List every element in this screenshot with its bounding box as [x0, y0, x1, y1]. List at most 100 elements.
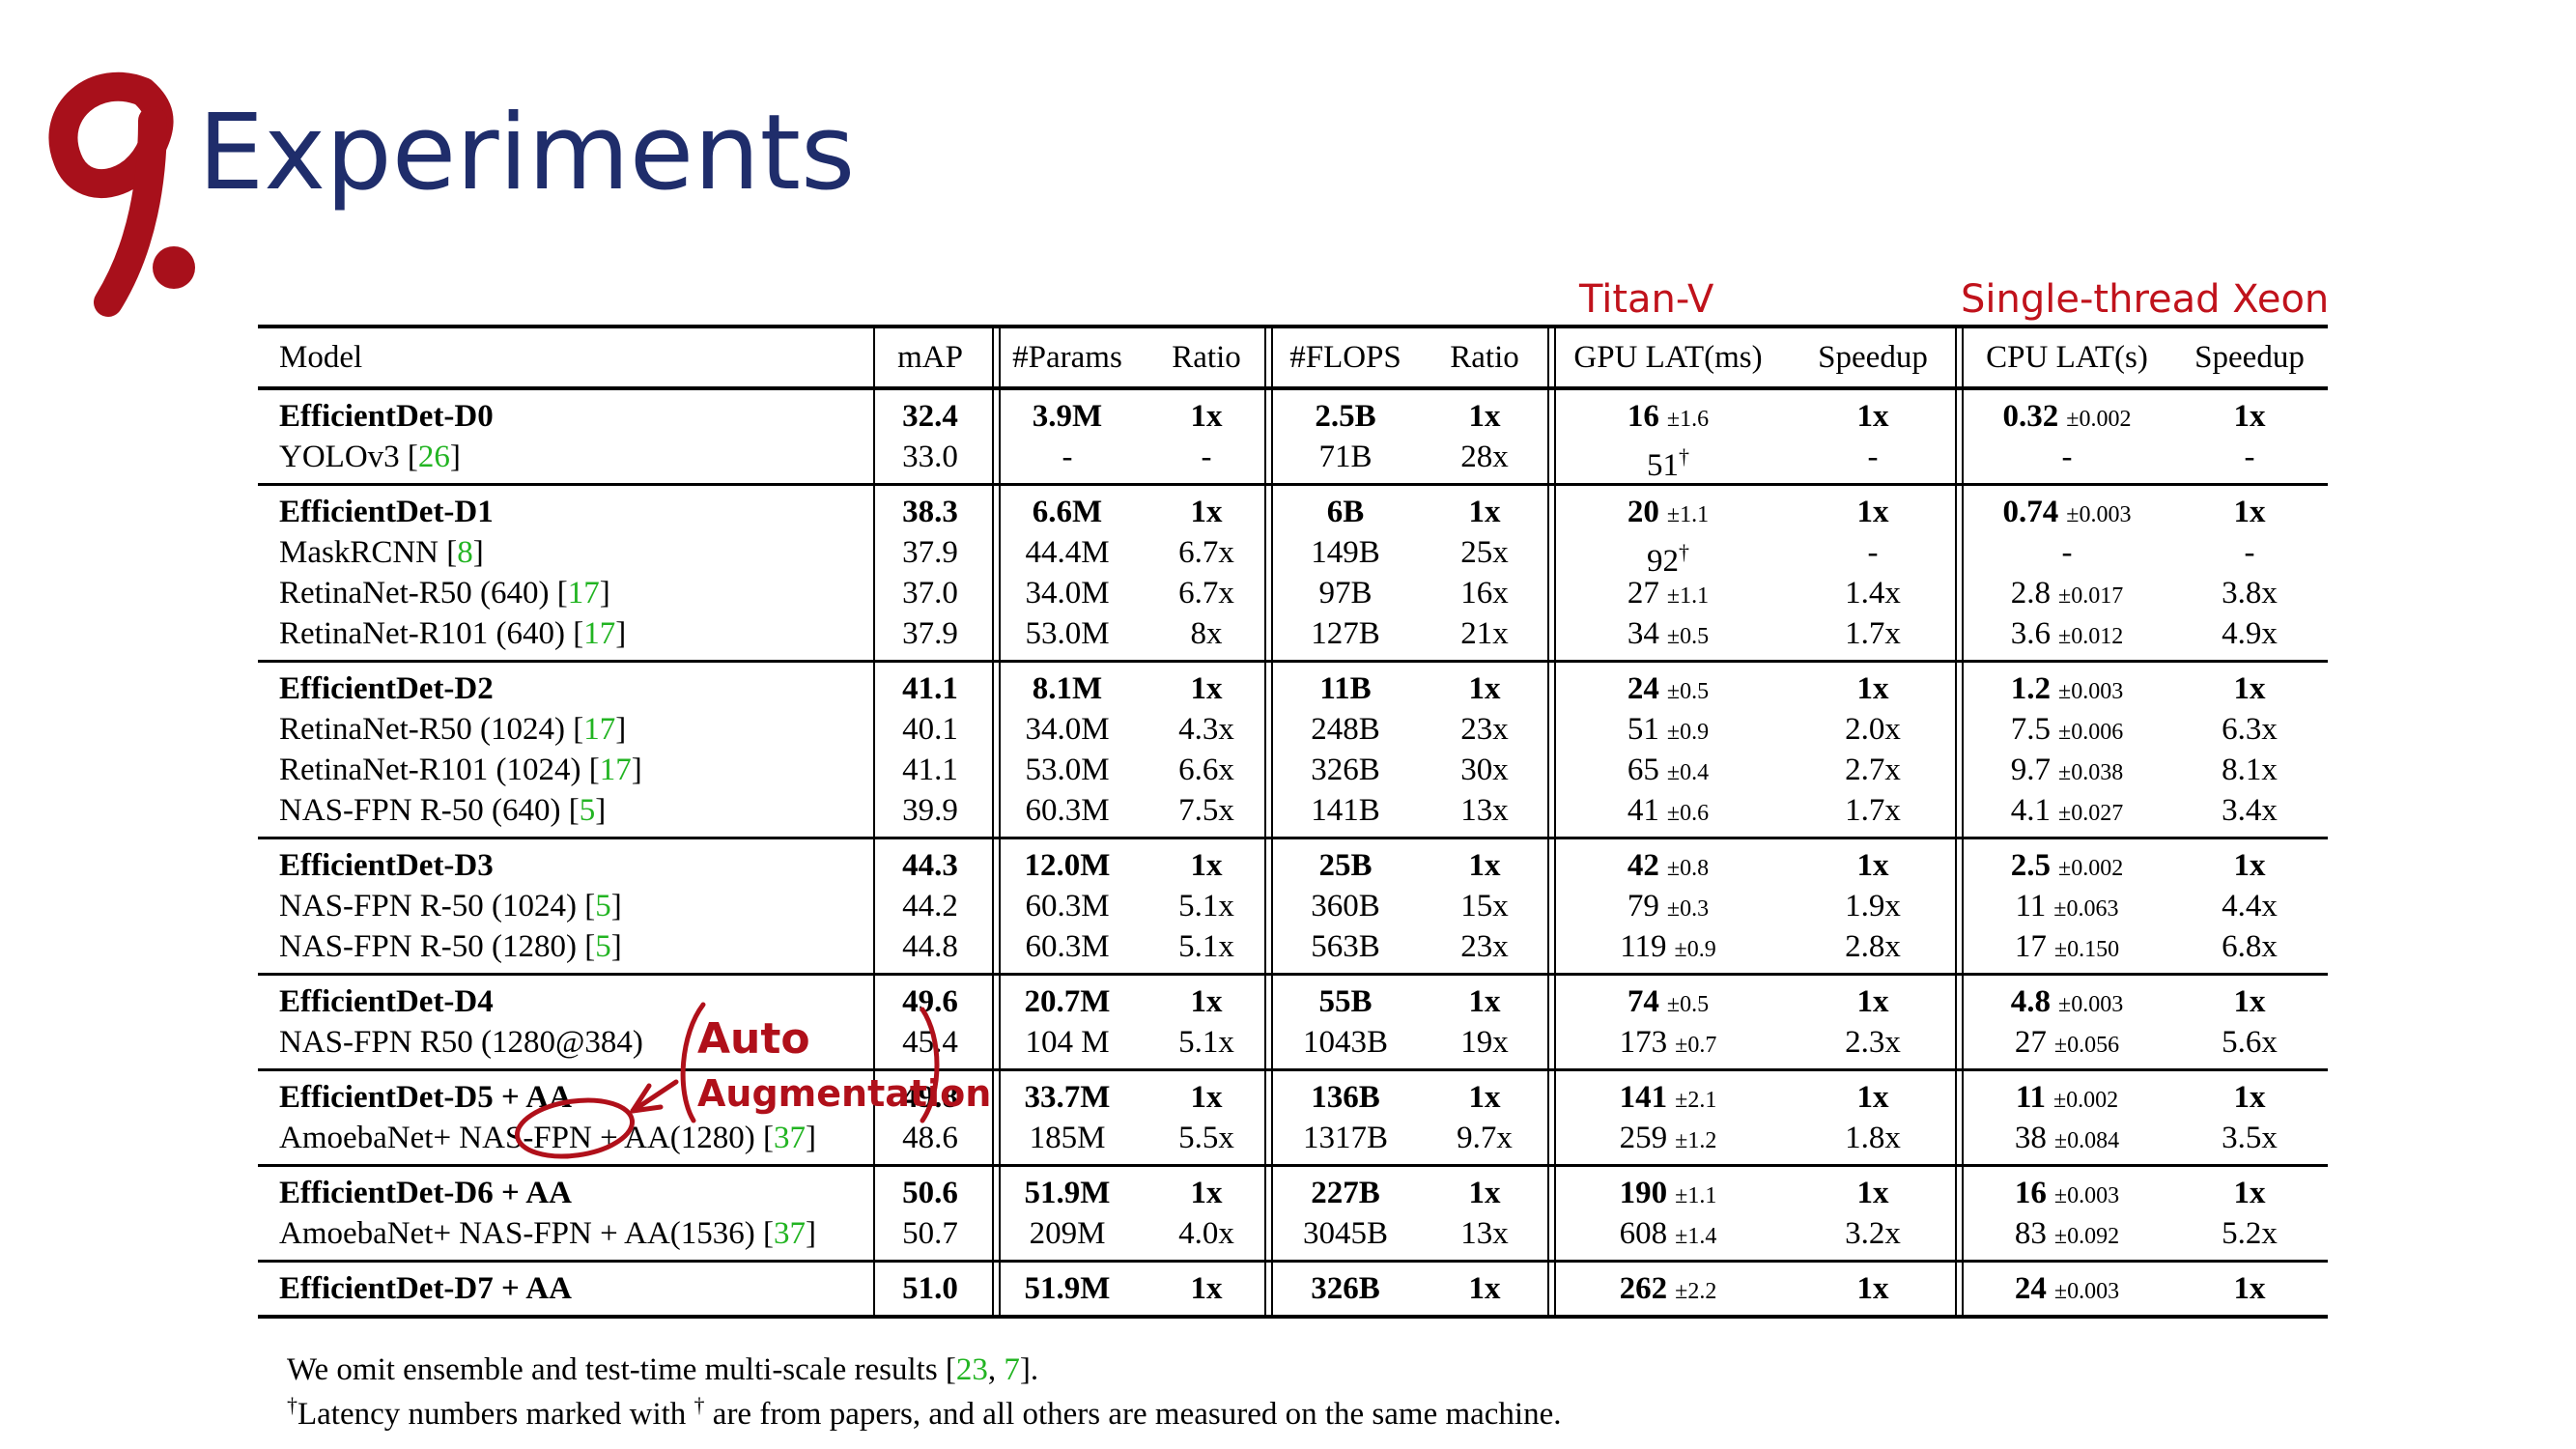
column-separator — [1271, 1263, 1273, 1315]
table-header-row: Model mAP #Params Ratio #FLOPS Ratio GPU LAT(m… — [258, 328, 2328, 386]
cell-map: 41.1 — [902, 750, 958, 790]
cell-cspeed: 6.3x — [2222, 709, 2278, 750]
cell-value: 51.0 — [902, 1271, 958, 1306]
cell-fratio: 1x — [1469, 1173, 1501, 1213]
std-dev: ±0.003 — [2058, 679, 2124, 704]
citation-link[interactable]: 37 — [774, 1216, 807, 1251]
column-separator — [1955, 1071, 1957, 1164]
group-rule — [258, 837, 2328, 839]
column-separator — [1547, 390, 1549, 483]
cell-params: 51.9M — [1025, 1268, 1111, 1309]
table-row-group: EfficientDet-D7 + AA 51.0 51.9M 1x 326B 1x 262… — [258, 1263, 2328, 1315]
cell-value: AmoebaNet+ NAS-FPN + AA(1280) — [279, 1121, 755, 1155]
cell-value: - — [2244, 535, 2255, 570]
citation-link[interactable]: 8 — [457, 535, 473, 570]
citation-link[interactable]: 17 — [583, 712, 616, 747]
cell-cpu: 4.1 ±0.027 — [2011, 790, 2123, 834]
cell-value: 9.7 — [2010, 753, 2052, 787]
citation-link[interactable]: 17 — [599, 753, 632, 787]
column-separator — [1264, 1071, 1266, 1164]
slide-number-mark: 9. — [48, 71, 195, 317]
cell-cspeed: 4.4x — [2222, 886, 2278, 926]
cell-params: 209M — [1030, 1213, 1106, 1254]
cell-map: 37.0 — [902, 573, 958, 613]
cell-value: 1x — [2233, 1176, 2266, 1210]
citation-bracket: ] — [449, 440, 461, 474]
cell-cpu: 11 ±0.063 — [2016, 886, 2119, 929]
cell-value: 4.1 — [2010, 793, 2052, 828]
citation-bracket: [ — [577, 929, 596, 964]
column-separator — [992, 1071, 994, 1164]
cell-cspeed: - — [2245, 532, 2255, 573]
cell-value: 33.7M — [1024, 1080, 1111, 1115]
cell-value: 25B — [1318, 848, 1373, 883]
column-separator — [1955, 663, 1957, 837]
citation-link[interactable]: 23 — [955, 1352, 988, 1387]
citation-link[interactable]: 7 — [1004, 1352, 1020, 1387]
cell-value: 37.9 — [902, 616, 958, 651]
column-separator — [1547, 839, 1549, 973]
cell-params: 44.4M — [1025, 532, 1109, 573]
citation-link[interactable]: 5 — [595, 929, 611, 964]
cell-value: 60.3M — [1025, 793, 1110, 828]
citation-link[interactable]: 5 — [579, 793, 596, 828]
citation-link[interactable]: 26 — [417, 440, 450, 474]
citation-bracket: ] — [610, 889, 622, 923]
column-separator — [873, 1071, 875, 1164]
cell-value: 6.7x — [1178, 535, 1234, 570]
table-row-group: EfficientDet-D6 + AA 50.6 51.9M 1x 227B 1x 190… — [258, 1167, 2328, 1260]
group-rule — [258, 973, 2328, 976]
column-separator — [1955, 486, 1957, 660]
cell-pratio: 1x — [1191, 1268, 1223, 1309]
table-row: RetinaNet-R50 (640) [17] 37.0 34.0M 6.7x 97B… — [258, 573, 2328, 613]
cell-value: 1x — [2233, 1271, 2266, 1306]
cell-value: EfficientDet-D5 + AA — [279, 1080, 572, 1115]
citation-link[interactable]: 17 — [583, 616, 616, 651]
citation-bracket: [ — [560, 793, 580, 828]
cell-cspeed: 1x — [2234, 492, 2266, 532]
cell-gspeed: 3.2x — [1845, 1213, 1901, 1254]
std-dev: ±0.056 — [2053, 1033, 2120, 1058]
column-separator — [992, 839, 994, 973]
cell-value: 1x — [1856, 1271, 1889, 1306]
cell-value: 17 — [2014, 929, 2047, 964]
cell-value: 50.6 — [902, 1176, 958, 1210]
cell-map: 37.9 — [902, 532, 958, 573]
cell-value: 1x — [1190, 984, 1223, 1019]
citation-link[interactable]: 17 — [567, 576, 600, 611]
cell-gspeed: 1.9x — [1845, 886, 1901, 926]
std-dev: ±1.1 — [1666, 502, 1710, 527]
cell-map: 49.8 — [902, 1077, 958, 1118]
cell-value: 6.8x — [2222, 929, 2278, 964]
column-separator — [999, 976, 1001, 1068]
cell-value: 5.2x — [2222, 1216, 2278, 1251]
cell-value: 39.9 — [902, 793, 958, 828]
cell-value: 60.3M — [1025, 889, 1110, 923]
citation-link[interactable]: 37 — [774, 1121, 807, 1155]
cell-value: RetinaNet-R50 (1024) — [279, 712, 566, 747]
cell-value: 48.6 — [902, 1121, 958, 1155]
cell-flops: 3045B — [1303, 1213, 1388, 1254]
citation-link[interactable]: 5 — [595, 889, 611, 923]
cell-value: 173 — [1619, 1025, 1668, 1060]
cell-cpu: 2.5 ±0.002 — [2011, 845, 2123, 889]
cell-value: 1.9x — [1845, 889, 1901, 923]
column-separator — [1547, 486, 1549, 660]
dagger-mark: † — [1679, 444, 1689, 469]
cell-value: 1x — [2233, 1080, 2266, 1115]
cell-gpu: 608 ±1.4 — [1620, 1213, 1717, 1257]
cell-value: 16x — [1460, 576, 1509, 611]
cell-value: 1x — [1190, 848, 1223, 883]
cell-gspeed: 2.0x — [1845, 709, 1901, 750]
cell-value: 4.8 — [2010, 984, 2052, 1019]
table-row: EfficientDet-D0 32.4 3.9M 1x 2.5B 1x 16 ±1.6 1x 0… — [258, 396, 2328, 437]
cell-value: 1x — [1856, 671, 1889, 706]
cell-value: 27 — [1627, 576, 1659, 611]
std-dev: ±0.092 — [2053, 1224, 2120, 1249]
column-separator — [1271, 663, 1273, 837]
group-rule — [258, 483, 2328, 486]
cell-value: 16 — [2014, 1176, 2047, 1210]
cell-map: 49.6 — [902, 981, 958, 1022]
cell-value: 104 M — [1025, 1025, 1110, 1060]
std-dev: ±0.002 — [2066, 407, 2132, 432]
